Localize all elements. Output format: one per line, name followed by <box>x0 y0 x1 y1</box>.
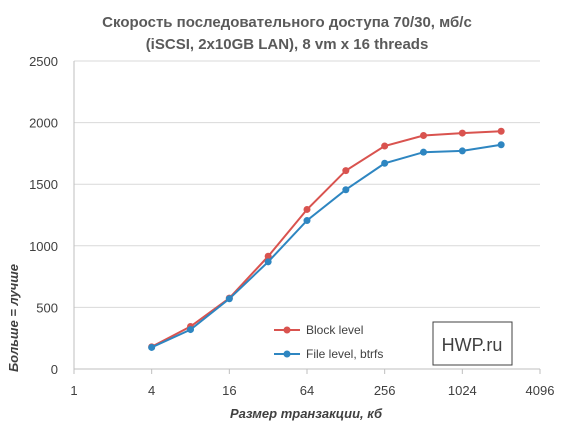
chart-title: Скорость последовательного доступа 70/30… <box>102 14 472 53</box>
x-tick-label: 256 <box>374 383 396 398</box>
series-line <box>151 143 502 349</box>
watermark: HWP.ru <box>432 321 513 366</box>
data-point <box>225 295 233 303</box>
data-point <box>264 258 272 266</box>
y-tick-labels: 0 500 1000 1500 2000 2500 <box>29 54 58 377</box>
y-axis-label: Больше = лучше <box>6 264 21 372</box>
x-tick-labels: 1 4 16 64 256 1024 4096 <box>70 383 554 398</box>
legend-marker <box>283 350 291 358</box>
series <box>148 127 505 351</box>
data-point <box>342 167 350 175</box>
data-point <box>303 205 311 213</box>
x-tick-label: 64 <box>300 383 314 398</box>
data-point <box>148 343 156 351</box>
data-point <box>458 147 466 155</box>
y-tick-label: 1000 <box>29 239 58 254</box>
data-point <box>187 326 194 334</box>
x-tick-label: 4096 <box>526 383 555 398</box>
data-point <box>497 127 505 135</box>
legend-label: Block level <box>306 323 363 337</box>
x-tick-label: 4 <box>148 383 155 398</box>
legend-label: File level, btrfs <box>306 347 383 361</box>
watermark-text: HWP.ru <box>442 335 503 355</box>
y-tick-label: 500 <box>36 300 58 315</box>
legend-item-2: File level, btrfs <box>274 347 383 361</box>
x-axis-label: Размер транзакции, кб <box>230 406 383 421</box>
data-point <box>264 252 272 260</box>
legend-marker <box>283 326 291 334</box>
series-1 <box>148 127 505 351</box>
x-tick-label: 1 <box>70 383 77 398</box>
x-tick-label: 1024 <box>448 383 477 398</box>
data-point <box>497 141 505 149</box>
data-point <box>420 148 427 156</box>
chart-title-line-1: Скорость последовательного доступа 70/30… <box>102 14 472 31</box>
y-tick-label: 2000 <box>29 116 58 131</box>
series-2 <box>148 141 505 351</box>
gridlines <box>74 60 540 308</box>
watermark-box <box>432 321 513 366</box>
series-line <box>151 130 502 348</box>
legend: Block level File level, btrfs <box>274 323 383 361</box>
chart-title-line-2: (iSCSI, 2x10GB LAN), 8 vm x 16 threads <box>146 36 429 53</box>
y-tick-label: 0 <box>51 362 58 377</box>
y-tick-label: 1500 <box>29 177 58 192</box>
data-point <box>381 159 389 167</box>
data-point <box>420 132 427 140</box>
x-tick-label: 16 <box>222 383 236 398</box>
data-point <box>303 217 311 225</box>
data-point <box>342 186 350 194</box>
legend-item-1: Block level <box>274 323 363 337</box>
axes <box>73 61 541 374</box>
data-point <box>381 142 389 150</box>
data-point <box>458 129 466 137</box>
y-tick-label: 2500 <box>29 54 58 69</box>
